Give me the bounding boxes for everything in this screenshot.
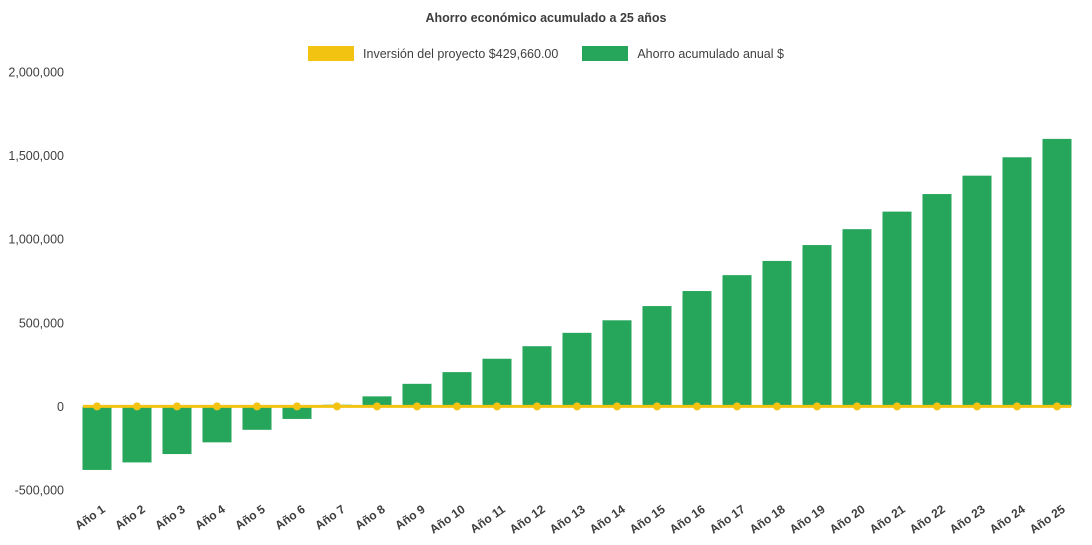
- x-axis-tick-label: Año 11: [467, 502, 508, 536]
- bar-año-22: [922, 194, 952, 407]
- x-axis-tick-label: Año 8: [352, 502, 388, 533]
- bar-año-5: [242, 406, 272, 430]
- x-axis-tick-label: Año 21: [867, 502, 908, 537]
- bar-año-25: [1042, 138, 1072, 407]
- legend-label-savings: Ahorro acumulado anual $: [637, 46, 784, 61]
- investment-line-marker: [293, 402, 301, 411]
- legend-swatch-investment-icon: [308, 46, 355, 61]
- bar-año-15: [642, 306, 672, 407]
- y-axis-tick-label: 500,000: [19, 316, 64, 330]
- investment-line-marker: [173, 402, 181, 411]
- legend: Inversión del proyecto $429,660.00 Ahorr…: [0, 46, 1092, 61]
- x-axis-tick-label: Año 6: [272, 502, 308, 533]
- x-axis-tick-label: Año 23: [947, 502, 988, 537]
- x-axis-tick-label: Año 25: [1027, 502, 1068, 537]
- investment-line-marker: [653, 402, 661, 411]
- x-axis-tick-label: Año 9: [392, 502, 428, 533]
- investment-line-marker: [493, 402, 501, 411]
- bar-año-3: [162, 406, 192, 455]
- bar-año-16: [682, 291, 712, 407]
- y-axis-tick-label: -500,000: [15, 484, 64, 498]
- investment-line-marker: [933, 402, 941, 411]
- x-axis-tick-label: Año 15: [627, 502, 668, 537]
- x-axis-tick-label: Año 5: [232, 502, 268, 533]
- bar-año-18: [762, 260, 792, 407]
- bar-año-12: [522, 346, 552, 407]
- bar-año-11: [482, 358, 512, 407]
- legend-label-investment: Inversión del proyecto $429,660.00: [363, 46, 559, 61]
- x-axis-tick-label: Año 13: [547, 502, 588, 537]
- investment-line-marker: [133, 402, 141, 411]
- bar-año-20: [842, 229, 872, 407]
- investment-line-marker: [413, 402, 421, 411]
- x-axis-tick-label: Año 4: [192, 502, 228, 533]
- x-axis-tick-label: Año 10: [427, 502, 468, 537]
- investment-line-marker: [573, 402, 581, 411]
- bar-año-4: [202, 406, 232, 443]
- x-axis-tick-label: Año 7: [312, 502, 348, 533]
- investment-line-marker: [613, 402, 621, 411]
- legend-item-savings: Ahorro acumulado anual $: [582, 46, 784, 61]
- bar-año-17: [722, 275, 752, 407]
- y-axis-tick-label: 0: [57, 400, 64, 414]
- x-axis-tick-label: Año 22: [907, 502, 948, 537]
- x-axis-tick-label: Año 24: [987, 502, 1028, 537]
- investment-line-marker: [693, 402, 701, 411]
- investment-line-marker: [93, 402, 101, 411]
- x-axis-tick-label: Año 17: [707, 502, 748, 537]
- investment-line-marker: [893, 402, 901, 411]
- investment-line-marker: [333, 402, 341, 411]
- x-axis-tick-label: Año 14: [587, 502, 628, 537]
- bar-año-1: [82, 406, 112, 470]
- x-axis-tick-label: Año 1: [72, 502, 108, 533]
- bar-año-23: [962, 175, 992, 407]
- investment-line-marker: [453, 402, 461, 411]
- investment-line-marker: [1013, 402, 1021, 411]
- x-axis-tick-label: Año 12: [507, 502, 548, 537]
- x-axis-tick-label: Año 18: [747, 502, 788, 537]
- investment-line-marker: [813, 402, 821, 411]
- y-axis-tick-label: 1,000,000: [8, 233, 64, 247]
- bar-año-14: [602, 320, 632, 407]
- bar-año-21: [882, 211, 912, 407]
- legend-swatch-savings-icon: [582, 46, 629, 61]
- y-axis-tick-label: 1,500,000: [8, 149, 64, 163]
- investment-line-marker: [973, 402, 981, 411]
- x-axis-tick-label: Año 16: [667, 502, 708, 537]
- bar-año-6: [282, 406, 312, 419]
- bar-año-19: [802, 245, 832, 407]
- bar-año-24: [1002, 157, 1032, 407]
- investment-line-marker: [373, 402, 381, 411]
- bar-año-10: [442, 372, 472, 407]
- investment-line-marker: [853, 402, 861, 411]
- bar-año-8: [362, 396, 392, 407]
- investment-line-marker: [253, 402, 261, 411]
- bar-año-13: [562, 332, 592, 407]
- x-axis-tick-label: Año 3: [152, 502, 188, 533]
- x-axis-tick-label: Año 19: [787, 502, 828, 537]
- investment-line-marker: [1053, 402, 1061, 411]
- x-axis-tick-label: Año 20: [827, 502, 868, 537]
- investment-line-marker: [533, 402, 541, 411]
- y-axis-tick-label: 2,000,000: [8, 66, 64, 80]
- x-axis-tick-label: Año 2: [112, 502, 148, 533]
- investment-line-marker: [213, 402, 221, 411]
- investment-line-marker: [733, 402, 741, 411]
- legend-item-investment: Inversión del proyecto $429,660.00: [308, 46, 558, 61]
- bar-año-2: [122, 406, 152, 463]
- chart-title: Ahorro económico acumulado a 25 años: [425, 11, 667, 25]
- investment-line-marker: [773, 402, 781, 411]
- bar-año-9: [402, 383, 432, 407]
